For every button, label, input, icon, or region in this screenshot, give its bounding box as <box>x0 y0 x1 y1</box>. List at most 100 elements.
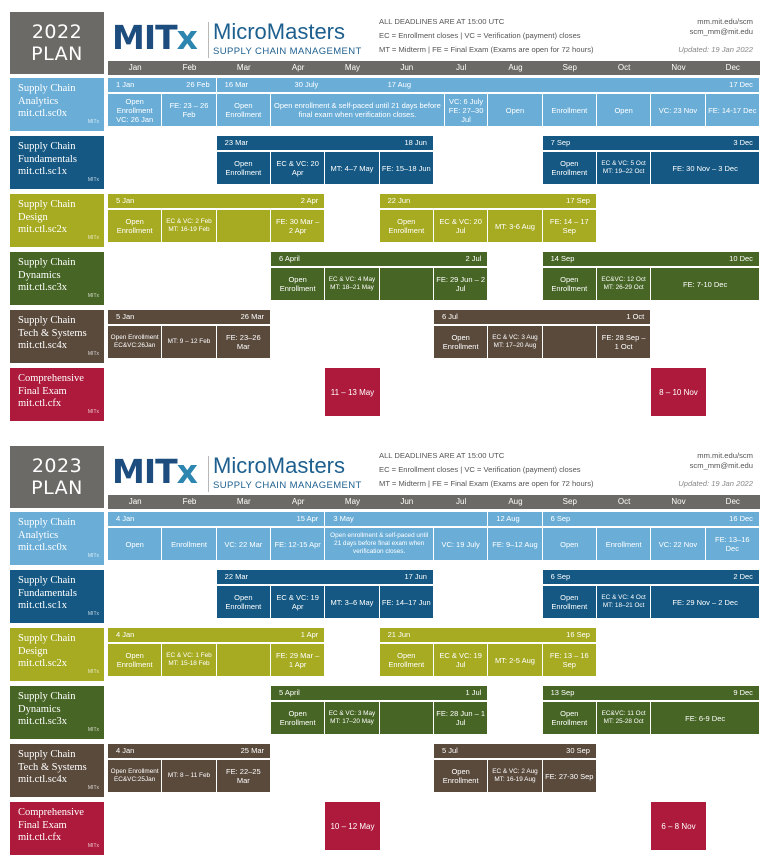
schedule-cell[interactable]: EC & VC: 1 Feb MT: 15-18 Feb <box>162 644 216 676</box>
schedule-cell[interactable]: VC: 22 Mar <box>216 528 270 560</box>
schedule-cell[interactable]: Open Enrollment <box>542 702 596 734</box>
schedule-cell[interactable]: Open Enrollment <box>433 760 488 792</box>
course-label-cfx[interactable]: Comprehensive Final Exam mit.ctl.cfx MITx <box>10 368 104 421</box>
schedule-cell[interactable]: FE: 14–17 Jun <box>379 586 433 618</box>
schedule-cell[interactable]: Open <box>542 528 596 560</box>
schedule-cell[interactable]: MT: 2-5 Aug <box>488 644 542 676</box>
schedule-cell[interactable]: EC & VC: 3 May MT: 17–20 May <box>325 702 379 734</box>
cell-divider <box>269 588 271 616</box>
comprehensive-exam-window[interactable]: 10 – 12 May <box>325 802 380 850</box>
schedule-cell[interactable]: MT: 9 – 12 Feb <box>162 326 216 358</box>
course-name-line1: Supply Chain <box>18 315 76 326</box>
schedule-cell[interactable]: VC: 22 Nov <box>651 528 705 560</box>
schedule-cell[interactable]: Open Enrollment <box>433 326 488 358</box>
schedule-cell[interactable]: MT: 4–7 May <box>325 152 379 184</box>
session-date-bar: 4 Jan 15 Apr <box>108 512 325 526</box>
schedule-cell[interactable] <box>379 268 433 300</box>
schedule-cell[interactable]: FE: 23–26 Mar <box>216 326 270 358</box>
schedule-cell[interactable]: MT: 8 – 11 Feb <box>162 760 216 792</box>
schedule-cell[interactable]: FE: 6-9 Dec <box>651 702 759 734</box>
schedule-cell[interactable]: Open Enrollment <box>379 210 433 242</box>
schedule-cell[interactable]: Open Enrollment <box>216 152 270 184</box>
schedule-cell[interactable]: FE: 13 – 16 Sep <box>542 644 596 676</box>
schedule-cell[interactable]: Open Enrollment EC&VC:26Jan <box>108 326 162 358</box>
schedule-cell[interactable]: Open <box>108 528 162 560</box>
course-label-sc3x[interactable]: Supply Chain Dynamics mit.ctl.sc3x MITx <box>10 686 104 739</box>
course-label-sc0x[interactable]: Supply Chain Analytics mit.ctl.sc0x MITx <box>10 512 104 565</box>
course-label-sc4x[interactable]: Supply Chain Tech & Systems mit.ctl.sc4x MI… <box>10 744 104 797</box>
schedule-cell[interactable]: MT: 3-6 Aug <box>488 210 542 242</box>
schedule-cell[interactable]: EC&VC: 12 Oct MT: 26-29 Oct <box>596 268 651 300</box>
course-label-sc2x[interactable]: Supply Chain Design mit.ctl.sc2x MITx <box>10 194 104 247</box>
schedule-cell[interactable]: Open Enrollment <box>270 702 325 734</box>
schedule-cell[interactable]: EC & VC: 4 Oct MT: 18–21 Oct <box>596 586 651 618</box>
schedule-cell[interactable]: Open Enrollment <box>216 586 270 618</box>
course-label-sc3x[interactable]: Supply Chain Dynamics mit.ctl.sc3x MITx <box>10 252 104 305</box>
schedule-cell[interactable]: Open Enrollment <box>108 210 162 242</box>
schedule-cell[interactable]: Open Enrollment EC&VC:25Jan <box>108 760 162 792</box>
schedule-cell[interactable]: EC & VC: 4 May MT: 18–21 May <box>325 268 379 300</box>
schedule-cell[interactable] <box>216 644 270 676</box>
schedule-cell[interactable]: FE: 9–12 Aug <box>488 528 542 560</box>
schedule-cell[interactable]: Open <box>488 94 542 126</box>
schedule-cell[interactable]: Enrollment <box>596 528 651 560</box>
comprehensive-exam-window[interactable]: 8 – 10 Nov <box>651 368 706 416</box>
schedule-cell[interactable]: Open Enrollment <box>542 586 596 618</box>
schedule-cell[interactable]: Open <box>596 94 651 126</box>
schedule-cell[interactable]: FE: 30 Nov – 3 Dec <box>651 152 759 184</box>
schedule-cell[interactable]: Open Enrollment <box>108 644 162 676</box>
course-label-sc1x[interactable]: Supply Chain Fundamentals mit.ctl.sc1x MITx <box>10 570 104 623</box>
schedule-cell[interactable] <box>542 326 596 358</box>
comprehensive-exam-window[interactable]: 11 – 13 May <box>325 368 380 416</box>
course-label-sc0x[interactable]: Supply Chain Analytics mit.ctl.sc0x MITx <box>10 78 104 131</box>
schedule-cell[interactable]: FE: 14-17 Dec <box>705 94 759 126</box>
schedule-cell[interactable]: EC & VC: 20 Apr <box>270 152 325 184</box>
schedule-cell[interactable]: EC & VC: 19 Jul <box>433 644 488 676</box>
course-label-sc4x[interactable]: Supply Chain Tech & Systems mit.ctl.sc4x MI… <box>10 310 104 363</box>
schedule-cell[interactable]: EC & VC: 20 Jul <box>433 210 488 242</box>
schedule-cell[interactable]: EC & VC: 2 Aug MT: 16-19 Aug <box>488 760 542 792</box>
schedule-cell[interactable]: FE: 28 Jun – 1 Jul <box>433 702 488 734</box>
schedule-cell[interactable]: FE: 15–18 Jun <box>379 152 433 184</box>
schedule-cell[interactable]: FE: 30 Mar – 2 Apr <box>270 210 325 242</box>
schedule-cell[interactable]: Enrollment <box>542 94 596 126</box>
schedule-cell[interactable]: Open enrollment & self-paced until 21 da… <box>270 94 444 126</box>
schedule-cell[interactable]: VC: 6 July FE: 27–30 Jul <box>444 94 488 126</box>
schedule-cell[interactable]: Open Enrollment <box>270 268 325 300</box>
schedule-cell[interactable]: FE: 29 Nov – 2 Dec <box>651 586 759 618</box>
session-date-bar: 21 Jun 16 Sep <box>379 628 596 642</box>
schedule-cell[interactable]: FE: 23 – 26 Feb <box>162 94 216 126</box>
comprehensive-exam-window[interactable]: 6 – 8 Nov <box>651 802 706 850</box>
schedule-cell[interactable]: FE: 22–25 Mar <box>216 760 270 792</box>
schedule-cell[interactable]: EC & VC: 19 Apr <box>270 586 325 618</box>
schedule-cell[interactable] <box>379 702 433 734</box>
schedule-cell[interactable]: VC: 19 July <box>433 528 488 560</box>
schedule-cell[interactable]: FE: 14 – 17 Sep <box>542 210 596 242</box>
schedule-cell[interactable]: Open Enrollment <box>542 268 596 300</box>
cell-divider <box>595 270 597 298</box>
schedule-cell[interactable]: FE: 29 Jun – 2 Jul <box>433 268 488 300</box>
schedule-cell[interactable]: MT: 3–6 May <box>325 586 379 618</box>
schedule-cell[interactable]: FE: 29 Mar – 1 Apr <box>270 644 325 676</box>
schedule-cell[interactable] <box>216 210 270 242</box>
course-label-sc1x[interactable]: Supply Chain Fundamentals mit.ctl.sc1x MITx <box>10 136 104 189</box>
schedule-cell[interactable]: Enrollment <box>162 528 216 560</box>
course-label-cfx[interactable]: Comprehensive Final Exam mit.ctl.cfx MITx <box>10 802 104 855</box>
schedule-cell[interactable]: VC: 23 Nov <box>651 94 705 126</box>
schedule-cell[interactable]: FE: 13–16 Dec <box>705 528 759 560</box>
schedule-cell[interactable]: Open Enrollment <box>542 152 596 184</box>
schedule-cell[interactable]: Open Enrollment <box>216 94 270 126</box>
schedule-cell[interactable]: Open Enrollment <box>379 644 433 676</box>
schedule-cell[interactable]: EC & VC: 2 Feb MT: 16-19 Feb <box>162 210 216 242</box>
course-label-sc2x[interactable]: Supply Chain Design mit.ctl.sc2x MITx <box>10 628 104 681</box>
course-name-line2: Fundamentals <box>18 587 77 599</box>
schedule-cell[interactable]: EC & VC: 5 Oct MT: 19–22 Oct <box>596 152 651 184</box>
schedule-cell[interactable]: EC & VC: 3 Aug MT: 17–20 Aug <box>488 326 542 358</box>
schedule-cell[interactable]: FE: 7-10 Dec <box>651 268 759 300</box>
schedule-cell[interactable]: EC&VC: 11 Oct MT: 25-28 Oct <box>596 702 651 734</box>
schedule-cell[interactable]: FE: 28 Sep – 1 Oct <box>596 326 651 358</box>
schedule-cell[interactable]: FE: 12-15 Apr <box>270 528 325 560</box>
schedule-cell[interactable]: Open enrollment & self-paced until 21 da… <box>325 528 433 560</box>
schedule-cell[interactable]: FE: 27-30 Sep <box>542 760 596 792</box>
schedule-cell[interactable]: Open Enrollment VC: 26 Jan <box>108 94 162 126</box>
